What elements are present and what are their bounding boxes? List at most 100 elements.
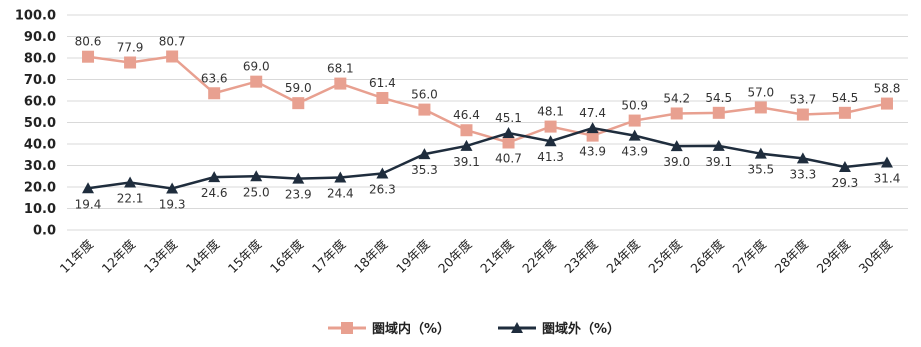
data-label: 61.4 [369,76,396,90]
data-label: 35.3 [411,163,438,177]
data-label: 39.0 [663,155,690,169]
data-label: 80.6 [75,35,102,49]
x-tick-label: 27年度 [729,236,769,276]
x-tick-label: 23年度 [561,236,601,276]
x-tick-label: 29年度 [814,236,854,276]
data-label: 63.6 [201,71,228,85]
legend-marker [511,322,523,333]
data-point [796,152,809,164]
data-point [166,182,179,194]
data-label: 25.0 [243,185,270,199]
x-tick-label: 24年度 [603,236,643,276]
x-tick-label: 14年度 [183,236,223,276]
legend-label: 圏域外（%） [542,321,620,337]
data-point [292,97,305,110]
x-tick-label: 21年度 [477,236,517,276]
data-point [250,170,263,182]
legend-label: 圏域内（%） [372,321,450,337]
data-label: 19.4 [75,197,102,211]
y-tick-label: 20.0 [24,181,56,196]
data-point [418,103,431,116]
data-point [502,127,515,139]
x-tick-label: 16年度 [267,236,307,276]
y-axis: 0.0 10.0 20.0 30.0 40.0 50.0 60.0 70.0 80.0 90.0 1… [15,9,56,239]
data-label: 53.7 [790,93,817,107]
data-point [502,136,515,149]
data-point [712,106,725,119]
y-tick-label: 100.0 [15,9,56,24]
x-tick-label: 22年度 [519,236,559,276]
data-label: 22.1 [117,191,144,205]
data-label: 43.9 [579,145,606,159]
data-label: 43.9 [621,145,648,159]
data-label: 54.5 [832,91,859,105]
x-tick-label: 12年度 [99,236,139,276]
data-label: 39.1 [705,155,732,169]
data-point [796,108,809,121]
x-tick-label: 30年度 [856,236,896,276]
data-point [208,171,221,183]
data-label: 29.3 [832,176,859,190]
data-point [880,97,893,110]
data-label: 54.2 [663,91,690,105]
series-line [87,126,888,190]
data-label: 19.3 [159,198,186,212]
data-point [544,120,557,133]
data-label: 33.3 [790,167,817,181]
data-label: 46.4 [453,108,480,122]
data-point [628,129,641,141]
data-label: 80.7 [159,34,186,48]
data-point [628,114,641,127]
data-point [754,101,767,114]
x-tick-label: 20年度 [435,236,475,276]
data-label: 69.0 [243,60,270,74]
data-point [670,140,683,152]
data-label: 45.1 [495,111,522,125]
data-point [880,156,893,168]
y-tick-label: 90.0 [24,30,56,45]
y-tick-label: 70.0 [24,73,56,88]
data-label: 57.0 [747,85,774,99]
x-tick-label: 25年度 [645,236,685,276]
data-point [166,50,179,63]
y-tick-label: 60.0 [24,95,56,110]
data-point [250,75,263,88]
data-point [334,171,347,183]
data-point [838,106,851,119]
data-label: 24.6 [201,186,228,200]
series-line [87,55,888,144]
data-point [124,176,137,188]
data-point [418,148,431,160]
series-layer: 80.6 19.4 77.9 22.1 80.7 19.3 63.6 24.6 69.0 25.0… [75,34,901,211]
x-tick-label: 11年度 [57,236,97,276]
x-tick-label: 26年度 [687,236,727,276]
data-point [376,167,389,179]
data-label: 59.0 [285,81,312,95]
data-label: 68.1 [327,62,354,76]
data-point [82,50,95,63]
data-point [460,139,473,151]
data-label: 41.3 [537,150,564,164]
data-point [586,122,599,134]
data-point [754,147,767,159]
x-tick-label: 19年度 [393,236,433,276]
data-label: 23.9 [285,188,312,202]
data-point [376,91,389,104]
data-label: 26.3 [369,182,396,196]
x-axis: 11年度 12年度 13年度 14年度 15年度 16年度 17年度 18年度 19年度 20年度… [57,236,896,276]
data-label: 31.4 [874,171,901,185]
data-point [82,182,95,194]
y-tick-label: 50.0 [24,116,56,131]
data-label: 56.0 [411,88,438,102]
legend: 圏域内（%） 圏域外（%） [328,321,620,337]
data-label: 48.1 [537,105,564,119]
x-tick-label: 13年度 [141,236,181,276]
data-point [124,56,137,69]
data-label: 39.1 [453,155,480,169]
data-point [838,161,851,173]
data-label: 35.5 [747,163,774,177]
data-label: 50.9 [621,99,648,113]
y-tick-label: 80.0 [24,52,56,67]
y-tick-label: 30.0 [24,159,56,174]
